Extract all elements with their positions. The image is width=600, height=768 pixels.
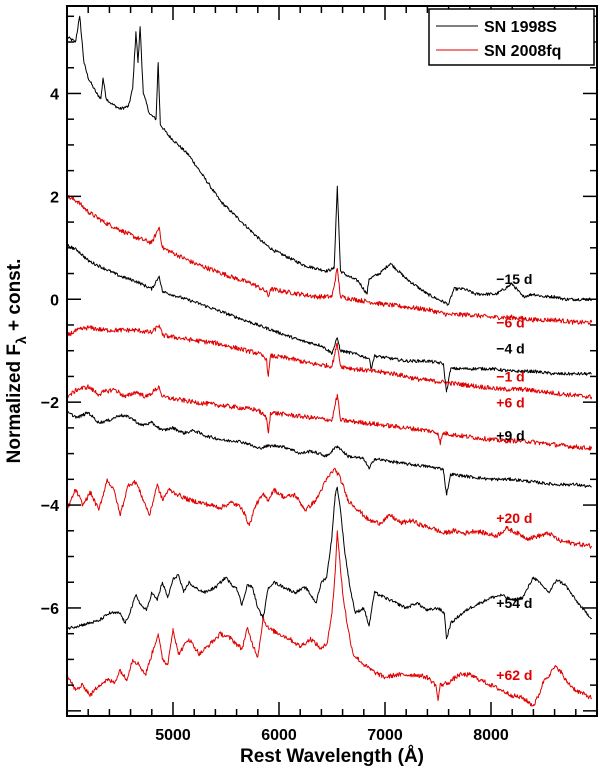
y-axis-label: Normalized Fλ + const. xyxy=(4,259,29,464)
x-tick-label: 6000 xyxy=(261,727,297,744)
x-tick-label: 7000 xyxy=(367,727,403,744)
plot-frame xyxy=(66,5,598,717)
legend-box xyxy=(428,8,595,66)
legend-label-0: SN 1998S xyxy=(484,19,557,36)
phase-label-7: +54 d xyxy=(496,595,532,611)
spectrum-sn-2008fq-6 xyxy=(66,467,593,549)
x-tick-label: 8000 xyxy=(473,727,509,744)
spectrum-sn-1998s-2 xyxy=(66,244,592,393)
y-tick-label: −6 xyxy=(41,601,59,618)
phase-label-4: +6 d xyxy=(496,394,524,410)
phase-label-2: −4 d xyxy=(496,340,524,356)
phase-label-6: +20 d xyxy=(496,510,532,526)
labels-layer: −15 d −6 d −4 d −1 d +6 d +9 d +20 d +54 d +62 d xyxy=(496,271,532,683)
phase-label-1: −6 d xyxy=(496,315,524,331)
y-tick-label: 2 xyxy=(50,189,59,206)
y-tick-label: −4 xyxy=(41,498,59,515)
phase-label-3: −1 d xyxy=(496,369,524,385)
spectrum-sn-1998s-0 xyxy=(66,15,593,306)
spectrum-sn-2008fq-3 xyxy=(66,324,593,400)
spectrum-sn-2008fq-1 xyxy=(66,195,593,325)
series-layer xyxy=(66,15,593,707)
spectrum-sn-2008fq-8 xyxy=(66,530,593,707)
axes-layer: 5000 6000 7000 8000 4 2 0 −2 −4 −6 Rest Wavelength… xyxy=(4,5,598,767)
x-axis-label: Rest Wavelength (Å) xyxy=(240,746,424,767)
spectrum-sn-1998s-5 xyxy=(66,411,592,496)
phase-label-5: +9 d xyxy=(496,428,524,444)
spectrum-sn-1998s-7 xyxy=(66,486,593,640)
legend: SN 1998S SN 2008fq xyxy=(428,8,595,66)
spectrum-sn-2008fq-4 xyxy=(66,384,593,451)
x-tick-label: 5000 xyxy=(155,727,191,744)
y-tick-label: 4 xyxy=(50,87,59,104)
y-tick-label: −2 xyxy=(41,395,59,412)
phase-label-8: +62 d xyxy=(496,667,532,683)
phase-label-0: −15 d xyxy=(496,271,532,287)
legend-label-1: SN 2008fq xyxy=(484,43,561,60)
y-tick-label: 0 xyxy=(50,292,59,309)
